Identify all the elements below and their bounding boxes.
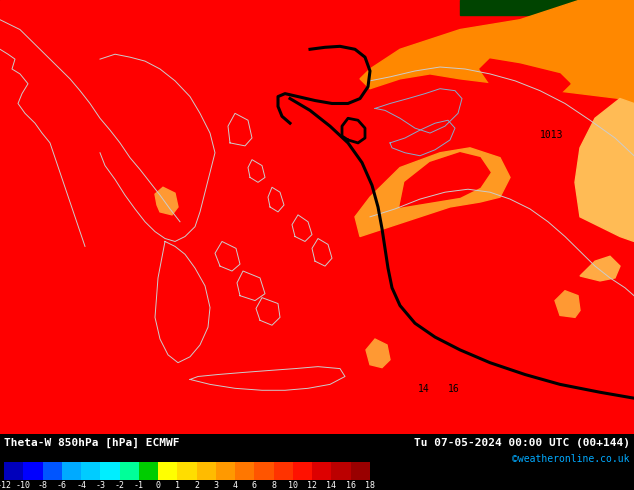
FancyBboxPatch shape <box>216 462 235 480</box>
Text: 6: 6 <box>252 481 257 490</box>
Text: 12: 12 <box>307 481 317 490</box>
Text: Theta-W 850hPa [hPa] ECMWF: Theta-W 850hPa [hPa] ECMWF <box>4 438 179 448</box>
Polygon shape <box>155 187 178 215</box>
Polygon shape <box>460 0 634 15</box>
Text: -1: -1 <box>134 481 144 490</box>
Polygon shape <box>480 59 570 98</box>
Polygon shape <box>575 98 634 242</box>
Text: 16: 16 <box>346 481 356 490</box>
FancyBboxPatch shape <box>158 462 178 480</box>
Text: -4: -4 <box>76 481 86 490</box>
Text: 14: 14 <box>418 384 430 394</box>
FancyBboxPatch shape <box>100 462 120 480</box>
Text: 1: 1 <box>175 481 180 490</box>
FancyBboxPatch shape <box>274 462 293 480</box>
Polygon shape <box>366 339 390 368</box>
FancyBboxPatch shape <box>312 462 332 480</box>
Text: 16: 16 <box>448 384 460 394</box>
FancyBboxPatch shape <box>178 462 197 480</box>
Text: -3: -3 <box>95 481 105 490</box>
FancyBboxPatch shape <box>235 462 254 480</box>
Text: 4: 4 <box>233 481 238 490</box>
FancyBboxPatch shape <box>293 462 312 480</box>
FancyBboxPatch shape <box>197 462 216 480</box>
FancyBboxPatch shape <box>254 462 274 480</box>
Polygon shape <box>400 153 490 207</box>
Text: 8: 8 <box>271 481 276 490</box>
FancyBboxPatch shape <box>332 462 351 480</box>
Text: ©weatheronline.co.uk: ©weatheronline.co.uk <box>512 454 630 464</box>
Text: 0: 0 <box>155 481 160 490</box>
FancyBboxPatch shape <box>23 462 42 480</box>
Text: 18: 18 <box>365 481 375 490</box>
Polygon shape <box>555 291 580 318</box>
Text: -6: -6 <box>57 481 67 490</box>
Text: 1013: 1013 <box>540 130 564 140</box>
FancyBboxPatch shape <box>351 462 370 480</box>
FancyBboxPatch shape <box>42 462 61 480</box>
Text: -10: -10 <box>16 481 31 490</box>
Text: 10: 10 <box>288 481 298 490</box>
Text: 2: 2 <box>194 481 199 490</box>
Text: 3: 3 <box>214 481 218 490</box>
Text: -12: -12 <box>0 481 11 490</box>
Polygon shape <box>580 256 620 281</box>
Text: -8: -8 <box>37 481 48 490</box>
FancyBboxPatch shape <box>139 462 158 480</box>
FancyBboxPatch shape <box>4 462 23 480</box>
FancyBboxPatch shape <box>81 462 100 480</box>
Polygon shape <box>360 0 634 103</box>
Text: 14: 14 <box>327 481 337 490</box>
Text: -2: -2 <box>115 481 124 490</box>
Polygon shape <box>355 148 510 237</box>
Polygon shape <box>0 0 634 434</box>
Text: Tu 07-05-2024 00:00 UTC (00+144): Tu 07-05-2024 00:00 UTC (00+144) <box>414 438 630 448</box>
FancyBboxPatch shape <box>61 462 81 480</box>
FancyBboxPatch shape <box>120 462 139 480</box>
